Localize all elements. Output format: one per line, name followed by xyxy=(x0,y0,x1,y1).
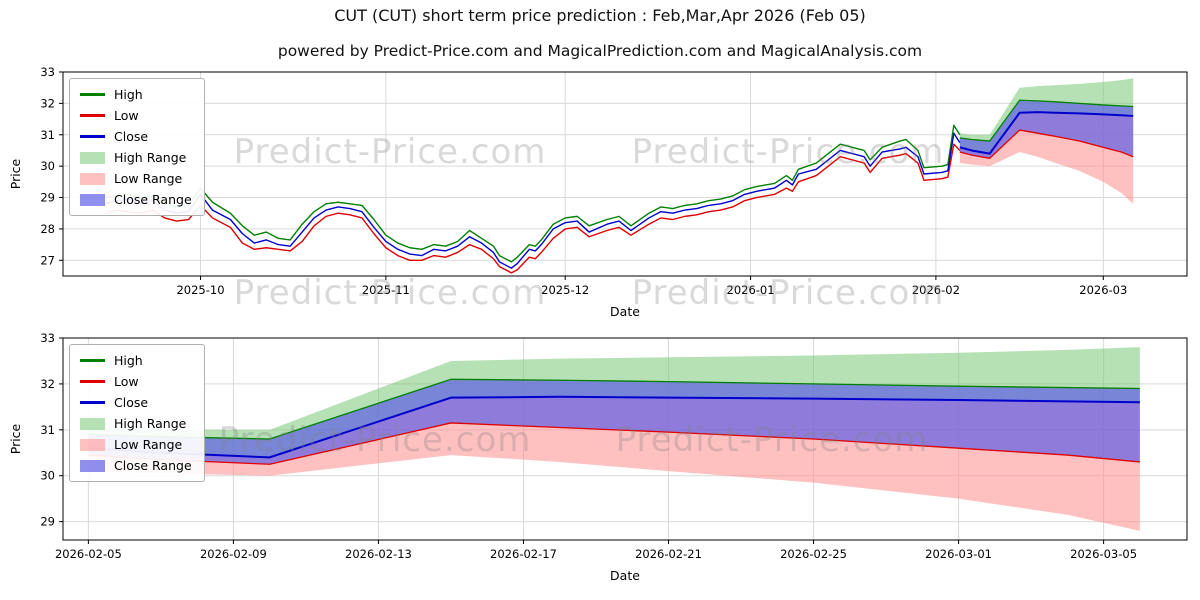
legend-swatch-line xyxy=(80,380,105,383)
legend-item-low: Low xyxy=(80,108,192,123)
x-tick-label: 2025-12 xyxy=(541,283,589,297)
y-axis-label: Price xyxy=(8,423,23,454)
legend-label: High Range xyxy=(114,416,187,431)
legend-swatch-patch xyxy=(80,417,105,430)
legend-swatch-patch xyxy=(80,172,105,185)
legend-label: High Range xyxy=(114,150,187,165)
legend-item-low: Low xyxy=(80,374,192,389)
legend-label: Low xyxy=(114,374,139,389)
legend-swatch-line xyxy=(80,359,105,362)
y-tick-label: 30 xyxy=(40,159,55,173)
y-tick-label: 31 xyxy=(40,128,55,142)
predicted-low-line xyxy=(88,422,1140,465)
x-tick-label: 2026-02-25 xyxy=(780,547,847,561)
legend-swatch-patch xyxy=(80,193,105,206)
legend-item-close: Close xyxy=(80,395,192,410)
x-tick-label: 2026-02-13 xyxy=(345,547,412,561)
y-axis-label: Price xyxy=(8,158,23,189)
legend-label: Low xyxy=(114,108,139,123)
x-tick-label: 2026-03 xyxy=(1079,283,1127,297)
y-tick-label: 31 xyxy=(40,423,55,437)
x-tick-label: 2026-01 xyxy=(727,283,775,297)
close-range-band xyxy=(88,379,1140,465)
x-axis-label: Date xyxy=(610,304,640,319)
y-tick-label: 30 xyxy=(40,469,55,483)
legend-label: Close xyxy=(114,395,149,410)
x-tick-label: 2026-03-01 xyxy=(925,547,992,561)
predicted-high-line xyxy=(959,99,1134,142)
legend-label: Close Range xyxy=(114,458,192,473)
high-line xyxy=(104,124,961,263)
y-tick-label: 32 xyxy=(40,377,55,391)
price-history-chart: 2025-10 2025-11 2025-12 2026-01 2026-02 2026-… xyxy=(8,65,1188,319)
x-tick-label: 2026-02-05 xyxy=(55,547,122,561)
x-tick-label: 2025-11 xyxy=(362,283,410,297)
legend-item-high: High xyxy=(80,87,192,102)
x-axis-label: Date xyxy=(610,568,640,583)
x-tick-label: 2025-10 xyxy=(176,283,224,297)
legend-swatch-patch xyxy=(80,459,105,472)
y-tick-label: 28 xyxy=(40,222,55,236)
legend-item-close: Close xyxy=(80,129,192,144)
legend-swatch-line xyxy=(80,93,105,96)
legend-label: Close xyxy=(114,129,149,144)
legend-label: High xyxy=(114,87,143,102)
x-tick-label: 2026-02-17 xyxy=(490,547,557,561)
x-tick-label: 2026-03-05 xyxy=(1070,547,1137,561)
legend-swatch-patch xyxy=(80,151,105,164)
plot-frame xyxy=(62,71,1188,277)
predicted-close-line xyxy=(959,111,1134,155)
legend-swatch-line xyxy=(80,114,105,117)
legend-swatch-line xyxy=(80,401,105,404)
legend-item-low-range: Low Range xyxy=(80,437,192,452)
legend-item-high: High xyxy=(80,353,192,368)
predicted-high-line xyxy=(88,378,1140,440)
legend-swatch-line xyxy=(80,135,105,138)
legend-item-high-range: High Range xyxy=(80,150,192,165)
y-tick-label: 27 xyxy=(40,253,55,267)
legend-label: Low Range xyxy=(114,437,183,452)
x-tick-label: 2026-02-09 xyxy=(200,547,267,561)
y-tick-label: 29 xyxy=(40,191,55,205)
price-prediction-chart: 2026-02-05 2026-02-09 2026-02-13 2026-02-17… xyxy=(8,331,1188,583)
x-tick-label: 2026-02 xyxy=(912,283,960,297)
legend-item-close-range: Close Range xyxy=(80,458,192,473)
legend: High Low Close High Range Low Range Close Ran… xyxy=(69,344,205,482)
y-tick-label: 33 xyxy=(40,65,55,79)
legend-label: High xyxy=(114,353,143,368)
y-tick-label: 33 xyxy=(40,331,55,345)
legend: High Low Close High Range Low Range Close Ran… xyxy=(69,78,205,216)
chart-subtitle: powered by Predict-Price.com and Magical… xyxy=(277,42,923,60)
close-line xyxy=(104,132,961,269)
legend-label: Low Range xyxy=(114,171,183,186)
legend-item-low-range: Low Range xyxy=(80,171,192,186)
x-tick-label: 2026-02-21 xyxy=(635,547,702,561)
predicted-low-line xyxy=(959,129,1134,159)
legend-item-close-range: Close Range xyxy=(80,192,192,207)
y-tick-label: 32 xyxy=(40,96,55,110)
legend-item-high-range: High Range xyxy=(80,416,192,431)
predicted-close-line xyxy=(88,395,1140,459)
legend-label: Close Range xyxy=(114,192,192,207)
chart-title: CUT (CUT) short term price prediction : … xyxy=(334,6,866,25)
plot-frame xyxy=(62,337,1188,541)
y-tick-label: 29 xyxy=(40,515,55,529)
low-line xyxy=(104,143,961,274)
legend-swatch-patch xyxy=(80,438,105,451)
